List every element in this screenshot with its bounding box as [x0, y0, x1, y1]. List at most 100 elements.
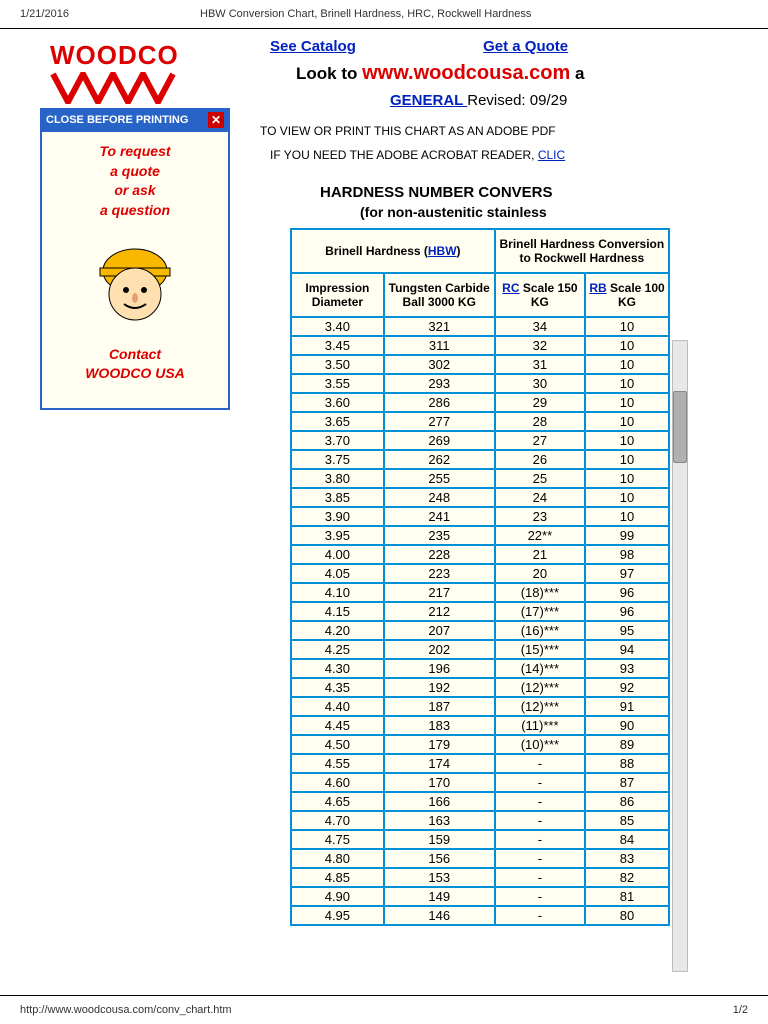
table-cell: 4.25 [291, 640, 384, 659]
table-cell: - [495, 887, 585, 906]
th-rc: RC Scale 150 KG [495, 273, 585, 317]
table-cell: 10 [585, 317, 669, 336]
table-cell: 81 [585, 887, 669, 906]
table-cell: (18)*** [495, 583, 585, 602]
table-cell: 34 [495, 317, 585, 336]
th-conversion: Brinell Hardness Conversion to Rockwell … [495, 229, 669, 273]
side-c1: Contact [48, 345, 222, 363]
table-cell: 4.95 [291, 906, 384, 925]
table-cell: (11)*** [495, 716, 585, 735]
table-cell: (12)*** [495, 678, 585, 697]
table-cell: 93 [585, 659, 669, 678]
print-date: 1/21/2016 [20, 8, 69, 20]
table-cell: - [495, 849, 585, 868]
table-cell: 4.70 [291, 811, 384, 830]
table-cell: 170 [384, 773, 495, 792]
lookto-post: a [570, 64, 584, 83]
table-row: 4.70163-85 [291, 811, 669, 830]
table-cell: 269 [384, 431, 495, 450]
close-label: CLOSE BEFORE PRINTING [46, 114, 188, 126]
rb-link[interactable]: RB [589, 281, 606, 295]
scrollbar-thumb[interactable] [673, 391, 687, 463]
th-tungsten: Tungsten Carbide Ball 3000 KG [384, 273, 495, 317]
table-cell: 88 [585, 754, 669, 773]
table-cell: 3.75 [291, 450, 384, 469]
table-cell: - [495, 773, 585, 792]
worker-icon [48, 236, 222, 329]
table-cell: (15)*** [495, 640, 585, 659]
side-c2: WOODCO USA [48, 364, 222, 382]
chart-title: HARDNESS NUMBER CONVERS [320, 184, 553, 201]
table-cell: 212 [384, 602, 495, 621]
table-cell: 217 [384, 583, 495, 602]
table-cell: 85 [585, 811, 669, 830]
hardness-table: Brinell Hardness (HBW) Brinell Hardness … [290, 228, 670, 926]
table-cell: 89 [585, 735, 669, 754]
table-row: 4.45183(11)***90 [291, 716, 669, 735]
table-cell: 27 [495, 431, 585, 450]
table-cell: 196 [384, 659, 495, 678]
table-row: 3.652772810 [291, 412, 669, 431]
table-cell: 4.65 [291, 792, 384, 811]
table-cell: 4.05 [291, 564, 384, 583]
general-link[interactable]: GENERAL [390, 92, 467, 109]
table-cell: 10 [585, 336, 669, 355]
chart-subtitle: (for non-austenitic stainless [360, 204, 547, 220]
table-row: 3.552933010 [291, 374, 669, 393]
table-cell: 10 [585, 374, 669, 393]
table-cell: 4.50 [291, 735, 384, 754]
table-row: 4.60170-87 [291, 773, 669, 792]
rc-link[interactable]: RC [502, 281, 519, 295]
table-cell: 87 [585, 773, 669, 792]
table-row: 3.602862910 [291, 393, 669, 412]
scrollbar[interactable] [672, 340, 688, 972]
table-cell: 262 [384, 450, 495, 469]
table-cell: (10)*** [495, 735, 585, 754]
table-cell: 228 [384, 545, 495, 564]
table-cell: 4.55 [291, 754, 384, 773]
divider-bottom [0, 995, 768, 996]
table-cell: 153 [384, 868, 495, 887]
table-cell: 3.40 [291, 317, 384, 336]
table-cell: 22** [495, 526, 585, 545]
table-cell: 4.15 [291, 602, 384, 621]
table-cell: 31 [495, 355, 585, 374]
table-cell: 241 [384, 507, 495, 526]
see-catalog-link[interactable]: See Catalog [270, 38, 356, 55]
table-cell: 3.55 [291, 374, 384, 393]
table-row: 3.9523522**99 [291, 526, 669, 545]
table-row: 4.15212(17)***96 [291, 602, 669, 621]
table-cell: 21 [495, 545, 585, 564]
table-row: 3.453113210 [291, 336, 669, 355]
table-row: 4.35192(12)***92 [291, 678, 669, 697]
logo-graphic [48, 72, 188, 107]
notice-pdf: TO VIEW OR PRINT THIS CHART AS AN ADOBE … [260, 124, 556, 138]
table-cell: 293 [384, 374, 495, 393]
table-cell: 10 [585, 393, 669, 412]
side-l4: a question [48, 201, 222, 221]
table-cell: 4.10 [291, 583, 384, 602]
table-cell: 10 [585, 507, 669, 526]
table-cell: 146 [384, 906, 495, 925]
table-cell: 4.80 [291, 849, 384, 868]
close-before-printing-button[interactable]: CLOSE BEFORE PRINTING ✕ [40, 108, 230, 132]
table-cell: - [495, 868, 585, 887]
close-icon[interactable]: ✕ [208, 112, 224, 128]
table-cell: 98 [585, 545, 669, 564]
notice2-text: IF YOU NEED THE ADOBE ACROBAT READER, [270, 148, 538, 162]
table-row: 3.702692710 [291, 431, 669, 450]
table-cell: 202 [384, 640, 495, 659]
lookto-url[interactable]: www.woodcousa.com [362, 62, 570, 84]
lookto-line: Look to www.woodcousa.com a [296, 62, 584, 85]
table-cell: 302 [384, 355, 495, 374]
get-quote-link[interactable]: Get a Quote [483, 38, 568, 55]
table-cell: 26 [495, 450, 585, 469]
click-here-link[interactable]: CLIC [538, 148, 565, 162]
table-cell: 96 [585, 583, 669, 602]
table-row: 4.40187(12)***91 [291, 697, 669, 716]
table-row: 4.75159-84 [291, 830, 669, 849]
table-cell: 3.95 [291, 526, 384, 545]
table-row: 4.052232097 [291, 564, 669, 583]
table-cell: 20 [495, 564, 585, 583]
hbw-link[interactable]: HBW [428, 244, 457, 258]
